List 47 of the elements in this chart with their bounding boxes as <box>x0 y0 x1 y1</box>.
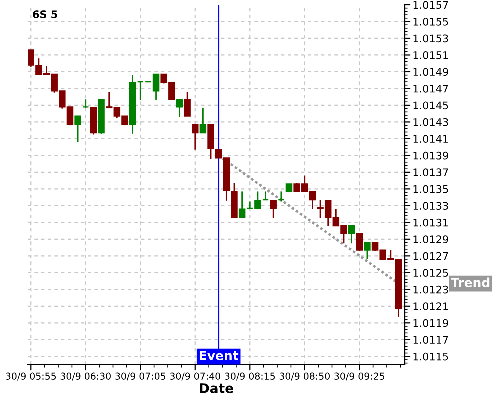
y-tick-label: 1.0137 <box>414 168 448 177</box>
y-tick-label: 1.0143 <box>414 118 448 126</box>
chart-title: 6S 5 <box>33 10 58 18</box>
y-tick-label: 1.0127 <box>414 252 448 260</box>
x-tick-label: 30/9 05:55 <box>6 372 56 381</box>
text: Trend <box>451 278 490 288</box>
candlestick <box>238 191 246 218</box>
y-tick-label: 1.0145 <box>414 102 448 110</box>
candlestick <box>74 116 82 143</box>
y-tick-label: 1.0119 <box>414 319 448 328</box>
y-tick-label: 1.0155 <box>414 18 448 26</box>
candlestick <box>82 98 90 109</box>
candlestick <box>348 225 356 244</box>
x-tick-label: 30/9 06:30 <box>60 372 111 381</box>
y-tick-label: 1.0123 <box>414 286 448 294</box>
candlestick <box>364 242 371 260</box>
candlestick <box>278 191 285 202</box>
candlestick <box>356 232 364 252</box>
y-tick-label: 1.0121 <box>414 302 448 310</box>
y-tick-label: 1.0141 <box>414 135 448 144</box>
candlestick <box>192 124 199 151</box>
y-tick-label: 1.0131 <box>414 218 448 227</box>
x-tick-label: 30/9 08:50 <box>280 372 330 381</box>
x-tick-label: 30/9 07:05 <box>116 372 166 381</box>
y-tick-label: 1.0117 <box>414 336 448 344</box>
candlestick <box>176 98 184 118</box>
x-axis-title: Date <box>200 384 234 394</box>
x-tick-label: 30/9 07:40 <box>170 372 220 381</box>
candlestick <box>200 107 207 134</box>
y-tick-label: 1.0151 <box>414 51 448 60</box>
x-tick-label: 30/9 09:25 <box>334 372 385 381</box>
y-tick-label: 1.0147 <box>414 84 448 93</box>
y-tick-label: 1.0139 <box>414 152 448 160</box>
y-tick-label: 1.0133 <box>414 202 448 210</box>
y-tick-label: 1.0115 <box>414 352 448 361</box>
x-tick-label: 30/9 08:15 <box>225 372 276 381</box>
y-tick-label: 1.0157 <box>414 1 448 10</box>
y-tick-label: 1.0135 <box>414 185 448 194</box>
candlestick <box>270 200 277 220</box>
candlestick <box>184 91 191 118</box>
ref-line-label: Event <box>200 351 239 360</box>
candlestick <box>137 81 144 102</box>
y-tick-label: 1.0153 <box>414 34 448 43</box>
candlestick <box>262 191 270 201</box>
y-tick-label: 1.0129 <box>414 236 448 244</box>
y-tick-label: 1.0149 <box>414 68 448 76</box>
y-tick-label: 1.0125 <box>414 269 448 278</box>
